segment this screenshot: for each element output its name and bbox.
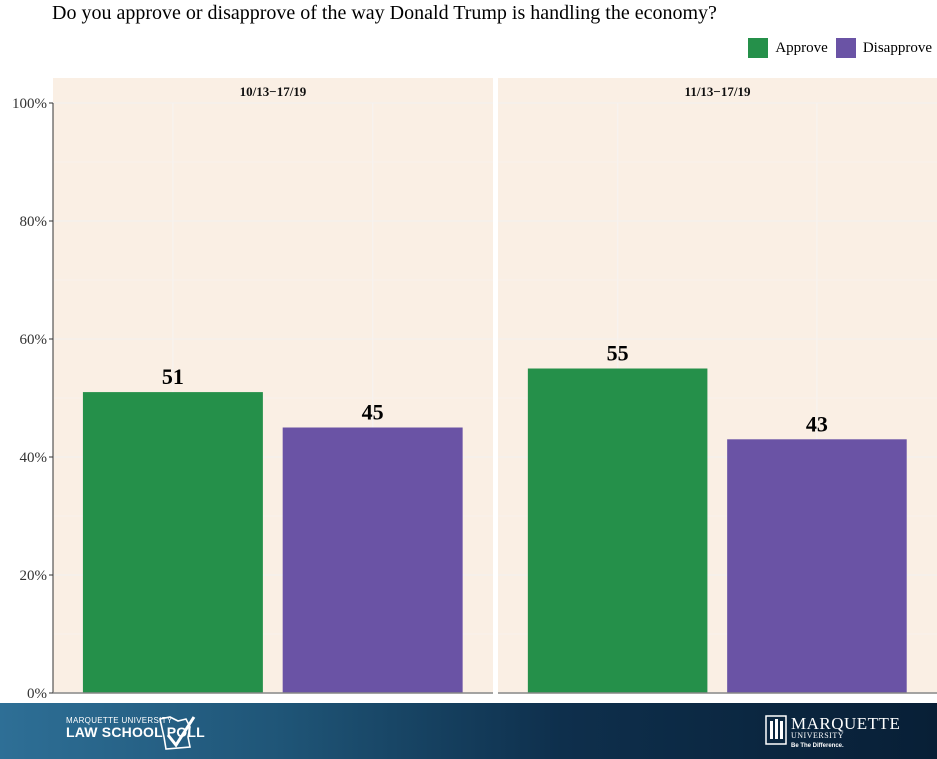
marquette-sub: UNIVERSITY <box>791 731 844 740</box>
y-tick-label: 100% <box>12 96 47 112</box>
chart-title: Do you approve or disapprove of the way … <box>52 2 717 24</box>
footer-banner: MARQUETTE UNIVERSITY LAW SCHOOL POLL MAR… <box>0 703 937 759</box>
legend: Approve Disapprove <box>740 38 932 58</box>
legend-swatch-disapprove <box>835 38 856 58</box>
wisconsin-check-icon <box>159 716 196 750</box>
y-tick-label: 80% <box>20 214 48 230</box>
bar-approve <box>82 392 263 693</box>
data-label: 51 <box>162 364 184 389</box>
marquette-seal-icon <box>765 715 787 745</box>
y-tick-label: 0% <box>27 686 47 702</box>
facet-label-1: 10/13−17/19 <box>240 84 307 99</box>
marquette-name: MARQUETTE <box>791 714 901 733</box>
legend-swatch-approve <box>748 38 769 58</box>
bar-chart: 10/13−17/19 51 45 11/13−17/19 55 43 0% 20% 40% 60… <box>12 78 937 702</box>
y-tick-label: 20% <box>20 568 48 584</box>
y-tick-label: 60% <box>20 332 48 348</box>
logo-line-1: MARQUETTE UNIVERSITY <box>66 716 173 725</box>
data-label: 43 <box>806 411 828 436</box>
legend-item-disapprove: Disapprove <box>835 38 932 58</box>
bar-disapprove <box>727 439 907 693</box>
legend-label-disapprove: Disapprove <box>862 39 932 56</box>
marquette-logo: MARQUETTE UNIVERSITY Be The Difference. <box>765 715 900 749</box>
bar-approve <box>527 368 708 693</box>
y-tick-label: 40% <box>20 450 48 466</box>
legend-item-approve: Approve <box>748 38 828 58</box>
legend-label-approve: Approve <box>775 39 828 56</box>
facet-label-2: 11/13−17/19 <box>685 84 751 99</box>
bar-disapprove <box>282 427 463 693</box>
data-label: 45 <box>362 400 384 425</box>
data-label: 55 <box>607 341 629 366</box>
marquette-tagline: Be The Difference. <box>791 743 844 749</box>
